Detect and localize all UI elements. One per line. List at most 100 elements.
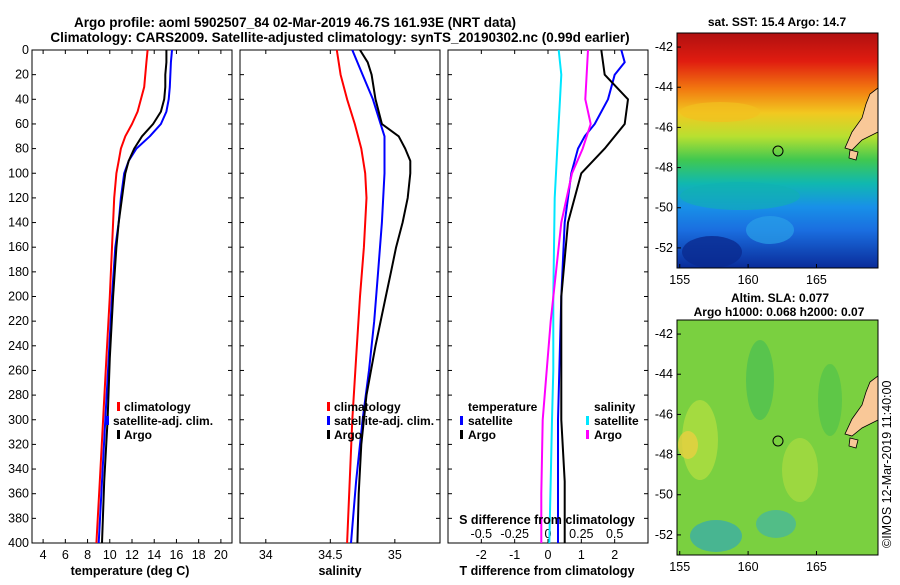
legend-swatch-t-satellite <box>460 416 463 425</box>
depth-tick-label: 320 <box>8 437 29 451</box>
x-tick-label: 34 <box>259 548 273 562</box>
lat-tick-label: -52 <box>655 528 673 542</box>
legend-swatch-s-satellite <box>586 416 589 425</box>
x-tick-label: 35 <box>388 548 402 562</box>
sst-argo-marker <box>772 145 784 157</box>
lat-tick-label: -50 <box>655 201 673 215</box>
sla-patch <box>682 400 718 480</box>
depth-tick-label: 260 <box>8 363 29 377</box>
depth-tick-label: 220 <box>8 314 29 328</box>
lon-tick-label: 160 <box>738 273 759 287</box>
legend-label-argo: Argo <box>124 428 152 442</box>
lon-tick-label: 165 <box>806 560 827 574</box>
legend-label-s-argo: Argo <box>594 428 622 442</box>
series-line-climatology <box>95 49 149 544</box>
sla-low-patch <box>690 520 742 552</box>
sla-title-line-1: Altim. SLA: 0.077 <box>731 291 829 305</box>
depth-tick-label: 40 <box>15 92 29 106</box>
t-difference-axis-label: T difference from climatology <box>459 564 634 578</box>
x-tick-label: 10 <box>103 548 117 562</box>
difference-legend: temperature satellite Argo salinity sate… <box>460 400 639 442</box>
depth-tick-label: 280 <box>8 388 29 402</box>
depth-tick-label: 140 <box>8 216 29 230</box>
series-line-argo <box>101 50 168 544</box>
legend-title-salinity: salinity <box>594 400 636 414</box>
legend-title-temperature: temperature <box>468 400 538 414</box>
x-tick-label: 6 <box>62 548 69 562</box>
x-tick-label: 20 <box>214 548 228 562</box>
x-tick-label: 4 <box>40 548 47 562</box>
lon-tick-label: 155 <box>669 560 690 574</box>
s-diff-tick-label: -0.5 <box>471 527 493 541</box>
x-tick-label: 12 <box>125 548 139 562</box>
title-line-2: Climatology: CARS2009. Satellite-adjuste… <box>50 30 629 45</box>
lat-tick-label: -44 <box>655 80 673 94</box>
legend-swatch-s-argo <box>586 430 589 439</box>
lat-tick-label: -44 <box>655 367 673 381</box>
depth-tick-label: 180 <box>8 265 29 279</box>
sst-cool-patch <box>680 182 800 210</box>
lat-tick-label: -42 <box>655 327 673 341</box>
legend-label-t-argo: Argo <box>468 428 496 442</box>
legend-label-s-satellite: satellite <box>594 414 639 428</box>
salinity-legend: climatology satellite-adj. clim. Argo <box>327 400 434 442</box>
depth-tick-label: 340 <box>8 462 29 476</box>
sst-map-title: sat. SST: 15.4 Argo: 14.7 <box>708 15 847 29</box>
depth-tick-label: 360 <box>8 487 29 501</box>
series-line-temperature-argo <box>560 49 629 543</box>
lat-tick-label: -52 <box>655 241 673 255</box>
plot-layer: 0204060801001201401601802002202402602803… <box>8 43 648 562</box>
series-line-climatology <box>335 49 368 544</box>
depth-tick-label: 60 <box>15 117 29 131</box>
sla-patch <box>818 364 842 436</box>
sst-blue-patch <box>746 216 794 244</box>
s-diff-tick-label: 0.5 <box>606 527 623 541</box>
depth-tick-label: 160 <box>8 240 29 254</box>
sst-map <box>677 33 878 268</box>
depth-tick-label: 300 <box>8 413 29 427</box>
sla-map-frame <box>676 319 879 556</box>
lon-tick-label: 160 <box>738 560 759 574</box>
s-diff-tick-label: 0 <box>545 527 552 541</box>
series-line-salinity-satellite <box>548 49 563 544</box>
legend-swatch-argo <box>117 430 120 439</box>
depth-tick-label: 20 <box>15 68 29 82</box>
sst-map-axis: -42 -44 -46 -48 -50 -52 155 160 165 <box>655 40 827 287</box>
imos-credit: ©IMOS 12-Mar-2019 11:40:00 <box>880 381 894 548</box>
depth-tick-label: 380 <box>8 511 29 525</box>
depth-tick-label: 0 <box>22 43 29 57</box>
s-difference-axis-label: S difference from climatology <box>459 513 635 527</box>
sla-high-patch <box>678 431 698 459</box>
x-tick-label: 0 <box>545 548 552 562</box>
legend-label-satellite-adj: satellite-adj. clim. <box>113 414 213 428</box>
x-tick-label: 34.5 <box>318 548 342 562</box>
sla-map-axis: -42 -44 -46 -48 -50 -52 155 160 165 <box>655 327 827 574</box>
x-tick-label: -2 <box>476 548 487 562</box>
sla-patch <box>782 438 818 502</box>
sla-patch <box>746 340 774 420</box>
sst-cold-patch <box>682 236 742 268</box>
legend-swatch-t-argo <box>460 430 463 439</box>
legend-swatch-climatology <box>117 402 120 411</box>
x-tick-label: 1 <box>578 548 585 562</box>
lat-tick-label: -48 <box>655 161 673 175</box>
legend-label-climatology: climatology <box>124 400 191 414</box>
depth-tick-label: 200 <box>8 290 29 304</box>
salinity-plot-frame <box>239 49 441 544</box>
s-diff-tick-label: 0.25 <box>569 527 593 541</box>
depth-tick-label: 240 <box>8 339 29 353</box>
x-tick-label: 18 <box>192 548 206 562</box>
x-tick-label: 16 <box>169 548 183 562</box>
legend-swatch-satellite-adj <box>106 416 109 425</box>
lon-tick-label: 155 <box>669 273 690 287</box>
lat-tick-label: -46 <box>655 407 673 421</box>
sla-land <box>844 375 878 437</box>
title-line-1: Argo profile: aoml 5902507_84 02-Mar-201… <box>74 15 516 30</box>
series-line-salinity-argo <box>540 49 592 543</box>
legend-swatch-argo <box>327 430 330 439</box>
sla-title-line-2: Argo h1000: 0.068 h2000: 0.07 <box>694 305 865 319</box>
series-line-argo <box>356 49 412 544</box>
legend-swatch-satellite-adj <box>327 416 330 425</box>
x-tick-label: 2 <box>611 548 618 562</box>
